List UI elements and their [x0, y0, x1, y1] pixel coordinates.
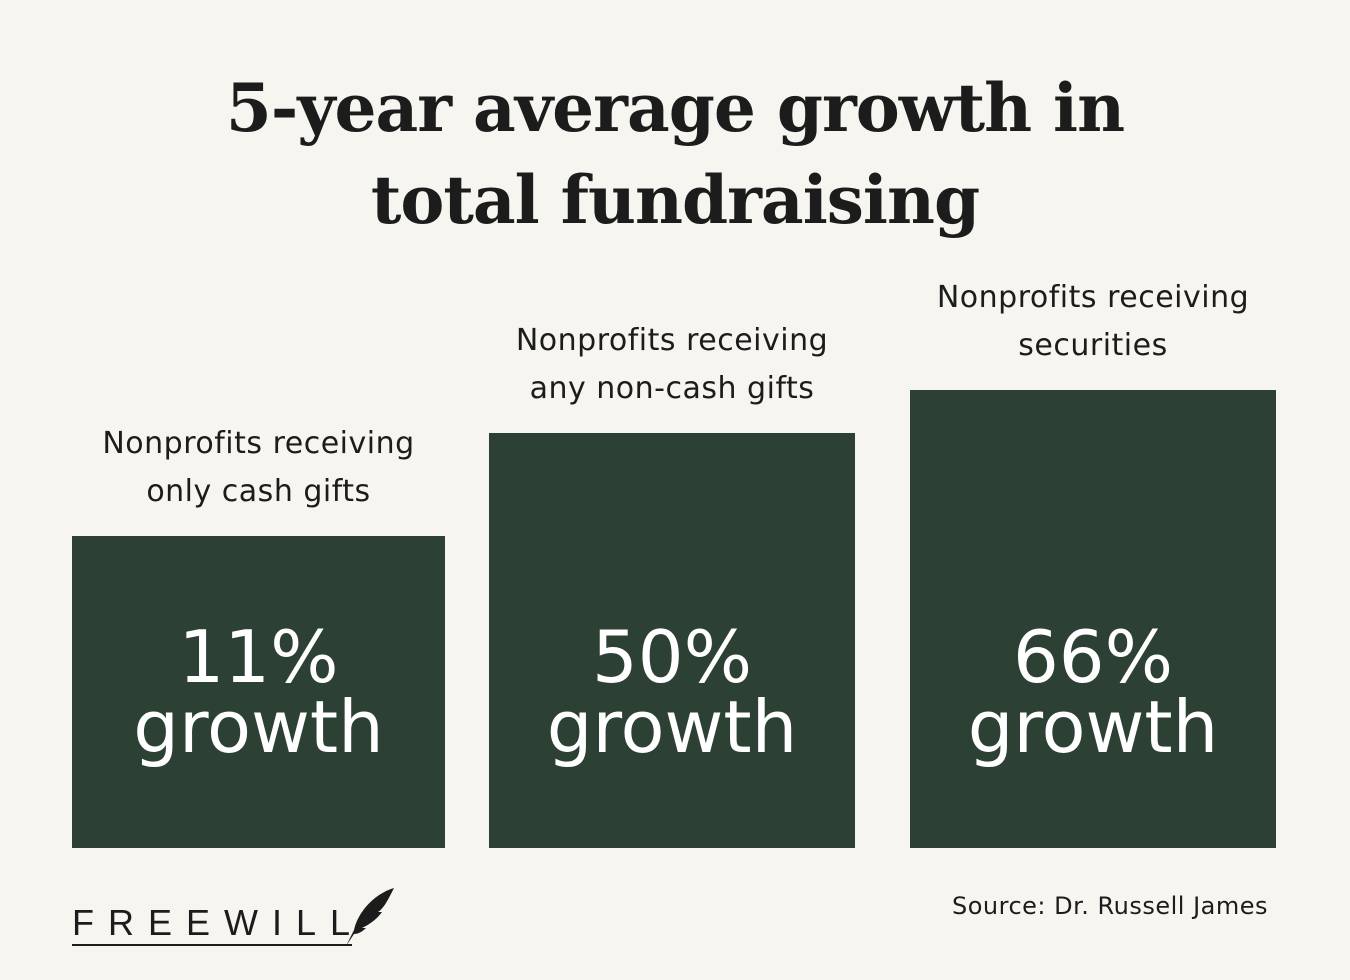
logo-text: FREEWILL	[72, 902, 365, 943]
bar-2	[489, 432, 855, 848]
chart-title: 5-year average growth in total fundraisin…	[225, 69, 1125, 239]
bar-3	[910, 390, 1276, 848]
data-label: 11% growth	[133, 615, 384, 769]
data-label: 50% growth	[546, 615, 798, 769]
logo-underline	[72, 944, 352, 946]
category-label: Nonprofits receiving any non-cash gifts	[515, 322, 829, 406]
source-note: Source: Dr. Russell James	[951, 892, 1268, 920]
category-label: Nonprofits receiving only cash gifts	[102, 425, 415, 509]
bar-1	[72, 535, 445, 848]
category-label: Nonprofits receiving securities	[936, 280, 1250, 364]
data-label: 66% growth	[967, 615, 1219, 769]
freewill-logo: FREEWILL	[72, 886, 402, 946]
quill-feather-icon	[346, 888, 394, 946]
